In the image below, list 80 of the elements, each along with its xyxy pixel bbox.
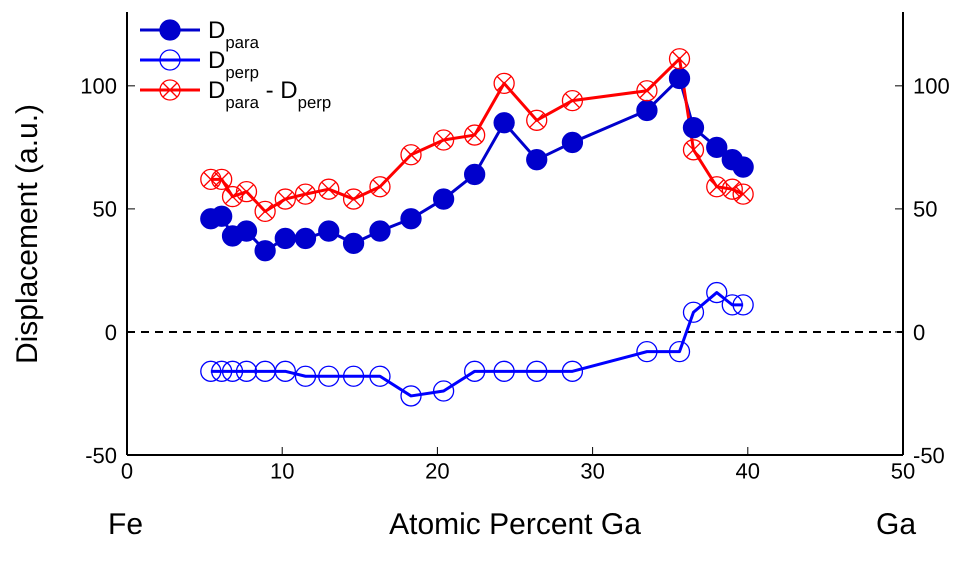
y-axis-title: Displacement (a.u.) [11, 103, 45, 364]
y2-tick-label: -50 [913, 442, 945, 468]
point [294, 366, 316, 387]
x-tick-label: 50 [890, 458, 916, 484]
text: Ga [876, 508, 916, 542]
point [732, 183, 754, 205]
point [318, 366, 340, 387]
point [236, 220, 258, 242]
point [369, 220, 391, 242]
x-tick-label: 40 [736, 458, 760, 484]
point [682, 117, 704, 138]
point [274, 360, 296, 382]
point [526, 110, 548, 131]
point [318, 178, 340, 200]
point [464, 164, 486, 186]
point [342, 232, 364, 254]
point [274, 188, 296, 210]
x-axis-title: Atomic Percent Ga [389, 508, 641, 541]
point [236, 181, 258, 202]
point [706, 176, 728, 198]
point [432, 380, 454, 402]
point [369, 366, 391, 387]
point [464, 360, 486, 382]
point [636, 100, 658, 122]
point [342, 366, 364, 387]
point [706, 282, 728, 304]
point [318, 220, 340, 242]
point [274, 228, 296, 250]
point [432, 129, 454, 151]
y-tick-label: 100 [80, 74, 117, 99]
x-tick-label: 10 [270, 458, 294, 484]
point [668, 48, 690, 70]
point [526, 149, 548, 170]
point [236, 360, 258, 382]
point [294, 183, 316, 205]
x-tick-label: 0 [120, 458, 134, 484]
point [732, 156, 754, 178]
point [493, 360, 515, 382]
point [369, 176, 391, 198]
point [682, 139, 704, 160]
y2-tick-label: 50 [913, 196, 938, 222]
point [254, 240, 276, 262]
point [254, 360, 276, 382]
point [211, 360, 232, 382]
y-tick-label: 50 [92, 196, 117, 222]
point [200, 360, 222, 382]
point [562, 132, 584, 154]
point [400, 385, 422, 407]
point [562, 360, 584, 382]
y-tick-label: -50 [85, 442, 117, 468]
x-tick-label: 20 [425, 458, 450, 484]
y2-tick-label: 0 [913, 320, 926, 345]
point [222, 360, 244, 382]
y-tick-label: 0 [104, 320, 117, 345]
x-tick-label: 30 [580, 458, 605, 484]
point [682, 302, 704, 323]
point [722, 178, 743, 200]
point [464, 124, 486, 146]
point [254, 200, 276, 222]
point [636, 340, 658, 362]
point [722, 294, 743, 316]
y2-tick-label: 100 [913, 74, 950, 99]
point [526, 360, 548, 382]
point [200, 168, 222, 190]
point [432, 188, 454, 210]
point [668, 340, 690, 362]
point [400, 208, 422, 230]
point [493, 72, 515, 94]
point [706, 136, 728, 158]
point [732, 294, 754, 316]
point [668, 68, 690, 90]
point [562, 90, 584, 112]
text: Fe [108, 508, 144, 542]
point [493, 112, 515, 134]
point [222, 186, 244, 208]
point [400, 144, 422, 166]
point [342, 188, 364, 210]
point [211, 168, 232, 190]
point [294, 228, 316, 250]
point [636, 80, 658, 102]
